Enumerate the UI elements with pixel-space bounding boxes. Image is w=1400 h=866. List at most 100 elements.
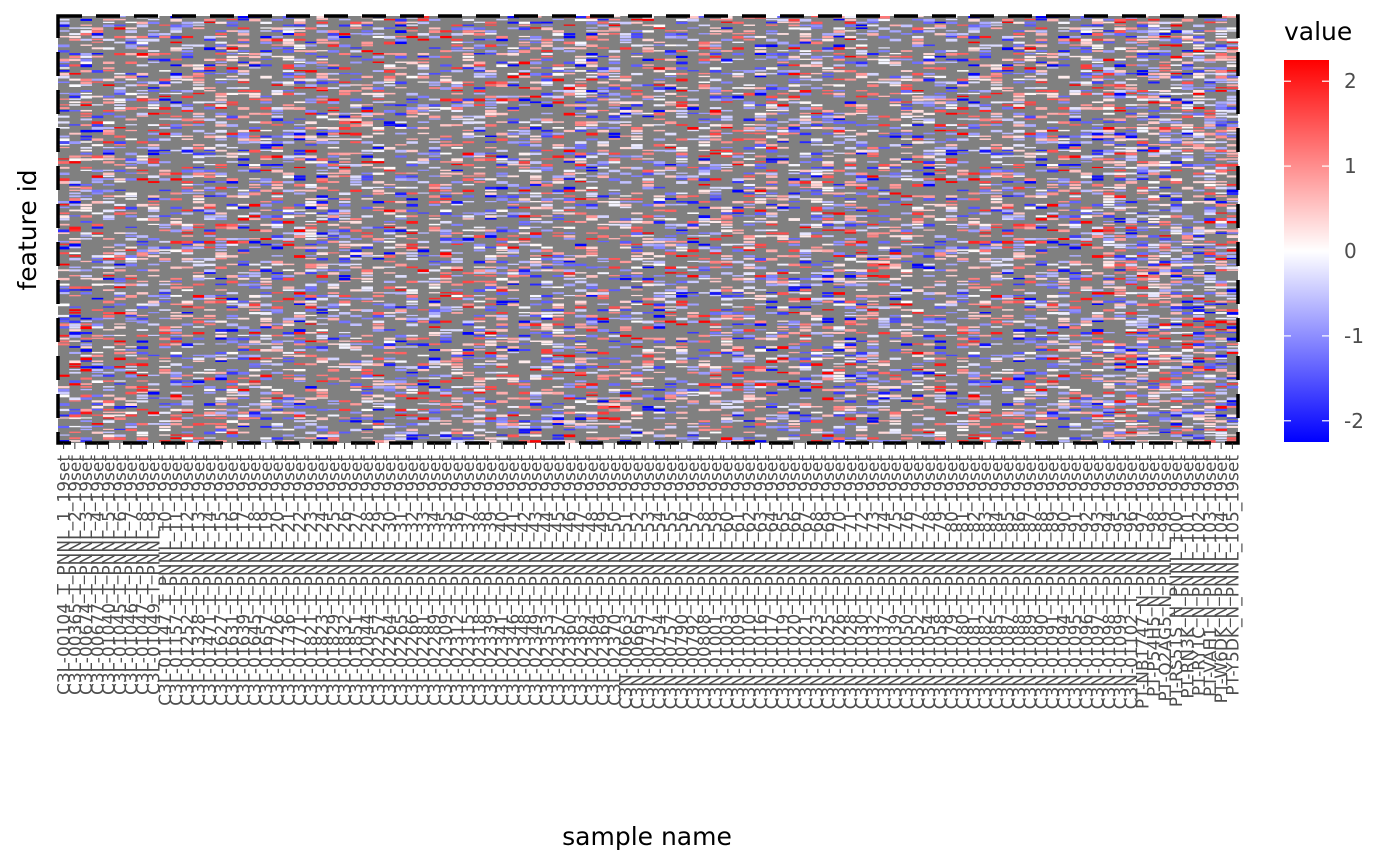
heatmap-cell — [462, 280, 475, 284]
heatmap-cell — [282, 275, 295, 278]
heatmap-cell — [462, 84, 475, 86]
heatmap-cell — [518, 360, 531, 364]
heatmap-cell — [361, 334, 373, 337]
heatmap-cell — [518, 121, 531, 124]
heatmap-cell — [114, 414, 126, 417]
heatmap-cell — [260, 374, 272, 378]
heatmap-cell — [417, 434, 430, 436]
heatmap-cell — [552, 329, 565, 332]
heatmap-cell — [597, 55, 609, 58]
heatmap-cell — [305, 212, 317, 215]
heatmap-cell — [249, 127, 261, 129]
heatmap-cell — [698, 206, 711, 209]
heatmap-cell — [102, 366, 115, 369]
heatmap-cell — [687, 431, 699, 435]
heatmap-cell — [226, 309, 239, 311]
heatmap-cell — [743, 314, 756, 318]
heatmap-cell — [574, 243, 587, 247]
heatmap-cell — [754, 75, 767, 78]
heatmap-cell — [69, 329, 81, 332]
heatmap-cell — [777, 155, 789, 157]
heatmap-cell — [440, 337, 452, 340]
heatmap-cell — [563, 238, 576, 240]
heatmap-cell — [80, 368, 93, 372]
heatmap-cell — [102, 121, 115, 125]
heatmap-cell — [237, 411, 250, 414]
heatmap-cell — [327, 377, 340, 381]
heatmap-cell — [653, 186, 666, 189]
heatmap-cell — [338, 257, 351, 261]
heatmap-cell — [181, 192, 194, 194]
heatmap-cell — [271, 312, 284, 314]
heatmap-cell — [496, 326, 508, 328]
heatmap-cell — [294, 72, 306, 75]
heatmap-cell — [642, 366, 654, 368]
heatmap-cell — [810, 41, 823, 45]
heatmap-cell — [226, 181, 239, 184]
heatmap-cell — [721, 166, 733, 169]
heatmap-cell — [619, 314, 632, 318]
heatmap-cell — [676, 107, 688, 109]
heatmap-cell — [260, 440, 272, 443]
heatmap-cell — [271, 423, 284, 426]
heatmap-cell — [676, 323, 688, 326]
heatmap-cell — [496, 272, 508, 275]
heatmap-cell — [237, 115, 250, 119]
heatmap-cell — [170, 78, 182, 81]
heatmap-cell — [732, 189, 744, 193]
heatmap-cell — [271, 55, 284, 58]
heatmap-cell — [642, 405, 654, 409]
heatmap-cell — [664, 294, 677, 298]
heatmap-cell — [294, 175, 306, 178]
heatmap-cell — [597, 215, 609, 218]
heatmap-cell — [777, 232, 789, 235]
heatmap-cell — [58, 286, 70, 289]
heatmap-cell — [698, 72, 711, 75]
heatmap-cell — [563, 283, 576, 287]
heatmap-cell — [305, 414, 317, 416]
heatmap-cell — [114, 326, 126, 329]
heatmap-cell — [91, 408, 104, 411]
heatmap-cell — [810, 272, 823, 274]
heatmap-cell — [574, 351, 587, 354]
heatmap-cell — [282, 24, 295, 27]
heatmap-cell — [91, 257, 104, 260]
heatmap-cell — [215, 124, 227, 127]
heatmap-cell — [799, 75, 812, 78]
heatmap-cell — [496, 329, 508, 332]
heatmap-cell — [282, 212, 295, 215]
heatmap-cell — [563, 220, 576, 223]
heatmap-cell — [597, 320, 609, 323]
heatmap-cell — [698, 383, 711, 387]
heatmap-cell — [215, 195, 227, 197]
heatmap-cell — [507, 289, 520, 292]
heatmap-cell — [473, 90, 486, 93]
heatmap-cell — [721, 152, 733, 155]
heatmap-cell — [732, 33, 744, 35]
heatmap-cell — [271, 81, 284, 84]
heatmap-cell — [507, 249, 520, 253]
heatmap-cell — [215, 61, 227, 64]
heatmap-cell — [305, 61, 317, 65]
heatmap-cell — [350, 27, 362, 29]
heatmap-cell — [125, 152, 137, 156]
heatmap-cell — [440, 183, 452, 186]
heatmap-cell — [687, 175, 699, 178]
heatmap-cell — [136, 394, 149, 397]
heatmap-cell — [664, 132, 677, 136]
heatmap-cell — [810, 314, 823, 318]
heatmap-cell — [552, 275, 565, 277]
heatmap-cell — [91, 232, 104, 235]
heatmap-cell — [586, 371, 598, 374]
heatmap-cell — [114, 303, 126, 306]
heatmap-cell — [709, 394, 722, 397]
heatmap-cell — [664, 425, 677, 429]
heatmap-cell — [507, 275, 520, 278]
heatmap-cell — [473, 104, 486, 106]
heatmap-cell — [451, 67, 463, 69]
heatmap-cell — [249, 90, 261, 93]
heatmap-cell — [170, 437, 182, 440]
heatmap-cell — [507, 377, 520, 381]
heatmap-cell — [249, 368, 261, 372]
heatmap-cell — [788, 343, 801, 345]
